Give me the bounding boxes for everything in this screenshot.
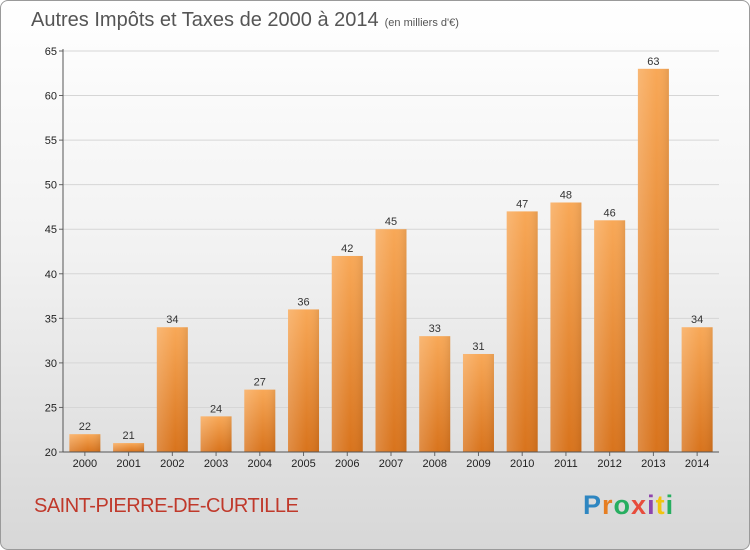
y-tick-label: 35	[45, 313, 57, 325]
chart-title: Autres Impôts et Taxes de 2000 à 2014	[31, 9, 379, 31]
bar-value-label: 46	[604, 207, 616, 219]
bar-shade	[637, 68, 669, 453]
x-tick-label: 2014	[685, 458, 709, 470]
x-tick-label: 2005	[291, 458, 315, 470]
bar-value-label: 24	[210, 403, 222, 415]
bar-shade	[462, 353, 494, 452]
bar-value-label: 33	[429, 323, 441, 335]
x-tick-label: 2004	[248, 458, 272, 470]
bar-value-label: 22	[79, 421, 91, 433]
bar-value-label: 45	[385, 216, 397, 228]
x-tick-label: 2007	[379, 458, 403, 470]
bar-value-label: 42	[341, 243, 353, 255]
x-tick-label: 2009	[466, 458, 490, 470]
bar-value-label: 34	[166, 314, 178, 326]
proxiti-logo: Proxiti	[583, 490, 674, 521]
y-tick-label: 30	[45, 358, 57, 370]
x-tick-label: 2012	[597, 458, 621, 470]
logo-letter: P	[583, 490, 603, 520]
bar-value-label: 21	[122, 430, 134, 442]
x-tick-label: 2002	[160, 458, 184, 470]
town-name: SAINT-PIERRE-DE-CURTILLE	[34, 495, 299, 517]
x-tick-label: 2003	[204, 458, 228, 470]
bar-value-label: 47	[516, 198, 528, 210]
x-tick-label: 2011	[554, 458, 578, 470]
chart-subtitle: (en milliers d'€)	[384, 17, 459, 29]
y-tick-label: 50	[45, 180, 57, 192]
bar-shade	[550, 202, 582, 452]
logo-letter: t	[655, 490, 666, 520]
bar-shade	[156, 327, 188, 452]
bar-value-label: 48	[560, 189, 572, 201]
x-tick-label: 2000	[73, 458, 97, 470]
logo-letter: x	[631, 490, 648, 520]
bar-shade	[594, 220, 626, 452]
bars-group: 22 21 34 24 27 36 42 45 33 31 47 48 46 63 34	[69, 56, 713, 453]
bar-value-label: 36	[297, 296, 309, 308]
logo-letter: o	[613, 490, 632, 520]
bar-shade	[69, 434, 101, 452]
bar-shade	[200, 416, 232, 452]
bar-shade	[113, 443, 145, 452]
logo-letter: i	[665, 490, 675, 520]
y-tick-label: 45	[45, 224, 57, 236]
y-tick-label: 40	[45, 269, 57, 281]
bar-shade	[375, 229, 407, 452]
y-tick-label: 20	[45, 447, 57, 459]
bar-shade	[288, 309, 320, 452]
bar-value-label: 63	[647, 56, 659, 68]
logo-letter: r	[602, 490, 614, 520]
bar-shade	[331, 255, 363, 452]
y-tick-label: 65	[45, 46, 57, 58]
bar-value-label: 27	[254, 377, 266, 389]
axes-group: 20 25 30 35 40 45 50 55 60 65 2000 2001 2002 2003 2004…	[45, 46, 719, 470]
title-block: Autres Impôts et Taxes de 2000 à 2014 (en…	[31, 9, 459, 32]
y-tick-label: 60	[45, 91, 57, 103]
bar-shade	[681, 327, 713, 452]
bar-shade	[419, 336, 451, 452]
x-tick-label: 2001	[116, 458, 140, 470]
x-tick-label: 2010	[510, 458, 534, 470]
bar-shade	[506, 211, 538, 452]
x-tick-label: 2008	[422, 458, 446, 470]
x-tick-label: 2013	[641, 458, 665, 470]
bar-value-label: 31	[472, 341, 484, 353]
y-tick-label: 55	[45, 135, 57, 147]
logo-letter: i	[647, 490, 656, 520]
bar-value-label: 34	[691, 314, 703, 326]
x-tick-label: 2006	[335, 458, 359, 470]
y-tick-label: 25	[45, 402, 57, 414]
bar-shade	[244, 389, 276, 452]
